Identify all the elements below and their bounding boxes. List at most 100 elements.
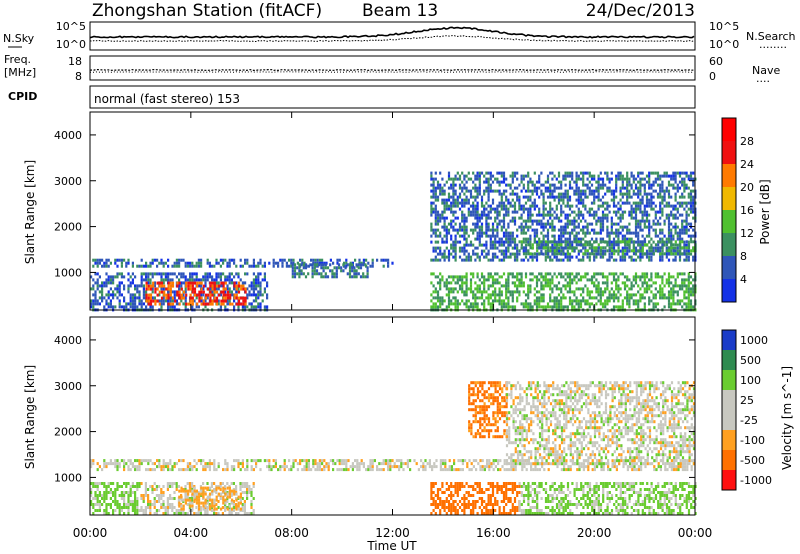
echo-cell [450,275,453,279]
echo-cell [226,261,229,265]
echo-cell [235,497,238,500]
echo-cell [648,246,651,250]
echo-cell [153,503,156,506]
echo-cell [461,216,464,220]
echo-cell [588,192,591,196]
echo-cell [544,249,547,253]
echo-cell [533,275,536,279]
echo-cell [584,240,587,244]
echo-cell [582,258,585,262]
echo-cell [129,503,132,506]
echo-cell [301,258,304,262]
echo-cell [447,228,451,232]
echo-cell [505,207,508,211]
echo-cell [134,302,137,306]
echo-cell [496,171,499,175]
echo-cell [461,228,464,232]
echo-cell [387,261,390,265]
echo-cell [162,299,165,303]
echo-cell [641,281,644,285]
echo-cell [480,296,484,300]
echo-cell [222,468,225,472]
echo-cell [513,246,517,250]
echo-cell [226,486,229,490]
echo-cell [430,213,433,217]
echo-cell [582,246,585,250]
echo-cell [619,272,622,276]
echo-cell [218,293,221,297]
echo-cell [564,243,567,247]
echo-cell [125,485,128,488]
echo-cell [661,195,664,199]
echo-cell [619,189,622,193]
echo-cell [582,296,585,300]
echo-cell [483,302,486,306]
echo-cell [483,275,486,279]
echo-cell [178,261,181,265]
echo-cell [681,272,684,276]
echo-cell [454,237,457,241]
echo-cell [498,243,501,247]
echo-cell [173,305,176,309]
echo-cell [513,252,517,256]
echo-cell [648,198,651,202]
echo-cell [562,234,565,238]
echo-cell [211,264,214,268]
echo-cell [511,216,514,220]
echo-cell [604,252,607,256]
echo-cell [359,266,363,270]
echo-cell [502,174,506,178]
echo-cell [469,281,473,285]
echo-cell [454,201,457,205]
echo-cell [452,186,455,190]
echo-cell [103,485,106,488]
echo-cell [562,258,565,262]
echo-cell [213,290,216,294]
echo-cell [632,249,636,253]
echo-cell [226,278,229,282]
echo-cell [197,278,200,282]
echo-cell [195,261,198,265]
echo-cell [500,249,503,253]
echo-cell [617,249,620,253]
echo-cell [169,290,172,294]
echo-cell [645,290,649,294]
echo-cell [584,246,587,250]
echo-cell [454,177,457,181]
echo-cell [151,491,154,494]
echo-cell [518,290,521,294]
echo-cell [465,186,468,190]
echo-cell [105,465,108,469]
echo-cell [193,299,196,303]
echo-cell [516,296,519,300]
echo-cell [125,482,128,485]
echo-cell [667,302,671,306]
echo-cell [204,462,207,466]
echo-cell [502,272,506,276]
echo-cell [196,302,199,306]
echo-cell [617,216,620,220]
echo-cell [557,171,561,175]
echo-cell [549,258,552,262]
echo-cell [685,222,688,226]
echo-cell [107,275,110,279]
echo-cell [639,258,642,262]
echo-cell [235,498,238,502]
echo-cell [434,204,437,208]
echo-cell [291,263,294,267]
echo-cell [252,287,255,291]
echo-cell [147,299,150,303]
echo-cell [498,222,501,226]
echo-cell [315,272,319,276]
echo-cell [507,225,510,229]
echo-cell [215,486,218,490]
echo-cell [474,302,477,306]
echo-cell [575,177,578,181]
echo-cell [520,278,523,282]
echo-cell [125,491,128,494]
echo-cell [604,299,607,303]
echo-cell [617,296,620,300]
echo-cell [430,204,433,208]
echo-cell [674,204,677,208]
